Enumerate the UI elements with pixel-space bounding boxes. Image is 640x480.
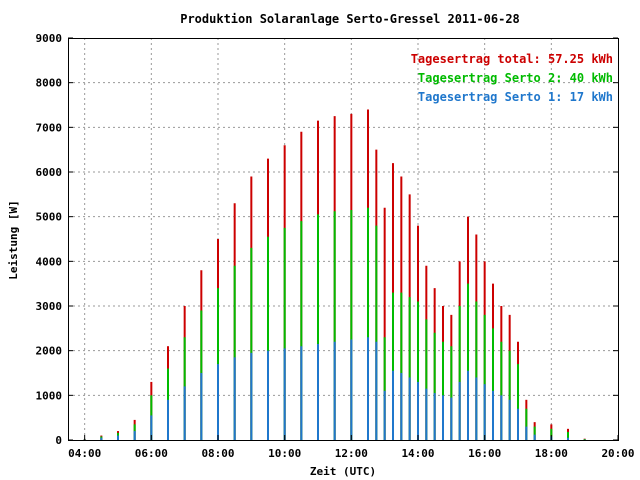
y-axis-label: Leistung [W] (7, 200, 20, 279)
y-tick-label: 1000 (36, 389, 63, 402)
y-tick-label: 9000 (36, 32, 63, 45)
y-tick-label: 5000 (36, 211, 63, 224)
legend-entry-serto1: Tagesertrag Serto 1: 17 kWh (418, 90, 613, 104)
x-tick-label: 12:00 (335, 447, 368, 460)
y-tick-label: 4000 (36, 255, 63, 268)
chart-title: Produktion Solaranlage Serto-Gressel 201… (180, 12, 520, 26)
y-tick-label: 2000 (36, 345, 63, 358)
y-tick-label: 0 (55, 434, 62, 447)
y-tick-label: 6000 (36, 166, 63, 179)
y-tick-label: 3000 (36, 300, 63, 313)
x-tick-label: 10:00 (268, 447, 301, 460)
x-tick-label: 06:00 (135, 447, 168, 460)
legend: Tagesertrag total: 57.25 kWh Tagesertrag … (411, 52, 613, 104)
axis-ticks: 04:00 06:00 08:00 10:00 12:00 14:00 16:00 18:00… (36, 32, 635, 460)
legend-entry-serto2: Tagesertrag Serto 2: 40 kWh (418, 71, 613, 85)
plot-frame (68, 38, 619, 441)
legend-entry-total: Tagesertrag total: 57.25 kWh (411, 52, 613, 66)
x-tick-label: 18:00 (535, 447, 568, 460)
x-tick-label: 16:00 (468, 447, 501, 460)
x-tick-label: 20:00 (601, 447, 634, 460)
y-tick-label: 7000 (36, 121, 63, 134)
x-tick-label: 14:00 (401, 447, 434, 460)
y-tick-label: 8000 (36, 77, 63, 90)
x-axis-label: Zeit (UTC) (310, 465, 376, 478)
bars (83, 109, 586, 440)
x-tick-label: 08:00 (201, 447, 234, 460)
x-tick-label: 04:00 (68, 447, 101, 460)
